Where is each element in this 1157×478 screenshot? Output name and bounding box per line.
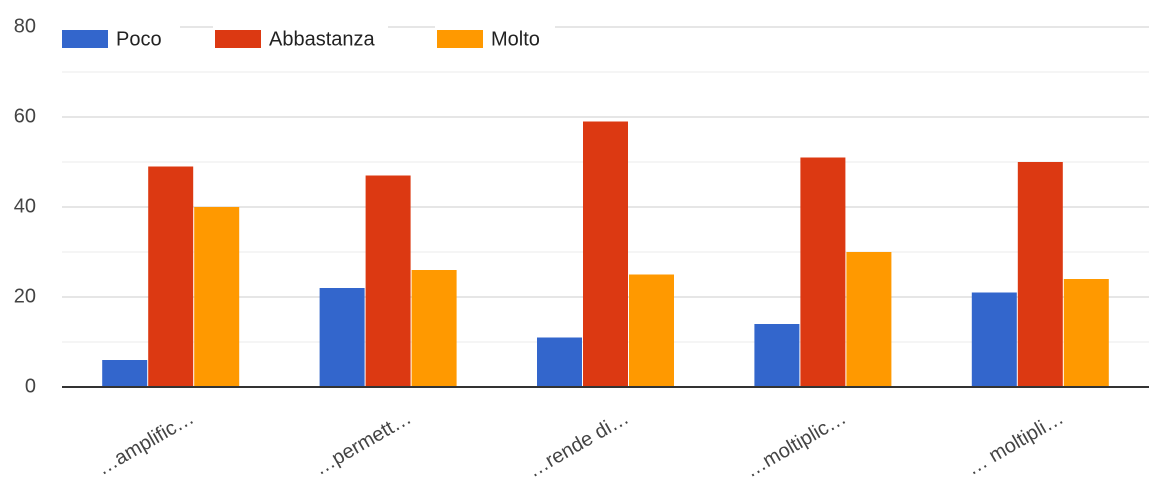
bar — [629, 274, 674, 387]
legend-label: Abbastanza — [269, 28, 376, 50]
x-tick-label: … moltipli… — [963, 407, 1067, 478]
x-tick-label: …rende di… — [524, 407, 632, 478]
legend-swatch — [437, 30, 483, 48]
legend-swatch — [62, 30, 108, 48]
x-tick-label: …moltiplic… — [742, 407, 850, 478]
y-tick-label: 20 — [14, 285, 36, 307]
bar — [365, 175, 411, 387]
bar — [102, 360, 148, 387]
bar — [411, 270, 457, 387]
bar — [194, 207, 240, 387]
bar — [1017, 162, 1063, 387]
legend-label: Poco — [116, 28, 162, 50]
bar — [1063, 279, 1109, 387]
y-tick-label: 60 — [14, 105, 36, 127]
y-tick-label: 40 — [14, 195, 36, 217]
bar — [537, 337, 582, 387]
bar — [800, 157, 846, 387]
x-tick-label: …amplific… — [93, 407, 197, 478]
legend-label: Molto — [491, 28, 540, 50]
bar — [319, 288, 365, 387]
bar — [148, 166, 194, 387]
y-tick-label: 80 — [14, 15, 36, 37]
y-tick-label: 0 — [25, 375, 36, 397]
bar — [971, 292, 1017, 387]
legend-swatch — [215, 30, 261, 48]
bar — [846, 252, 892, 387]
x-tick-label: …permett… — [311, 407, 415, 478]
bar — [583, 121, 628, 387]
bar — [754, 324, 800, 387]
